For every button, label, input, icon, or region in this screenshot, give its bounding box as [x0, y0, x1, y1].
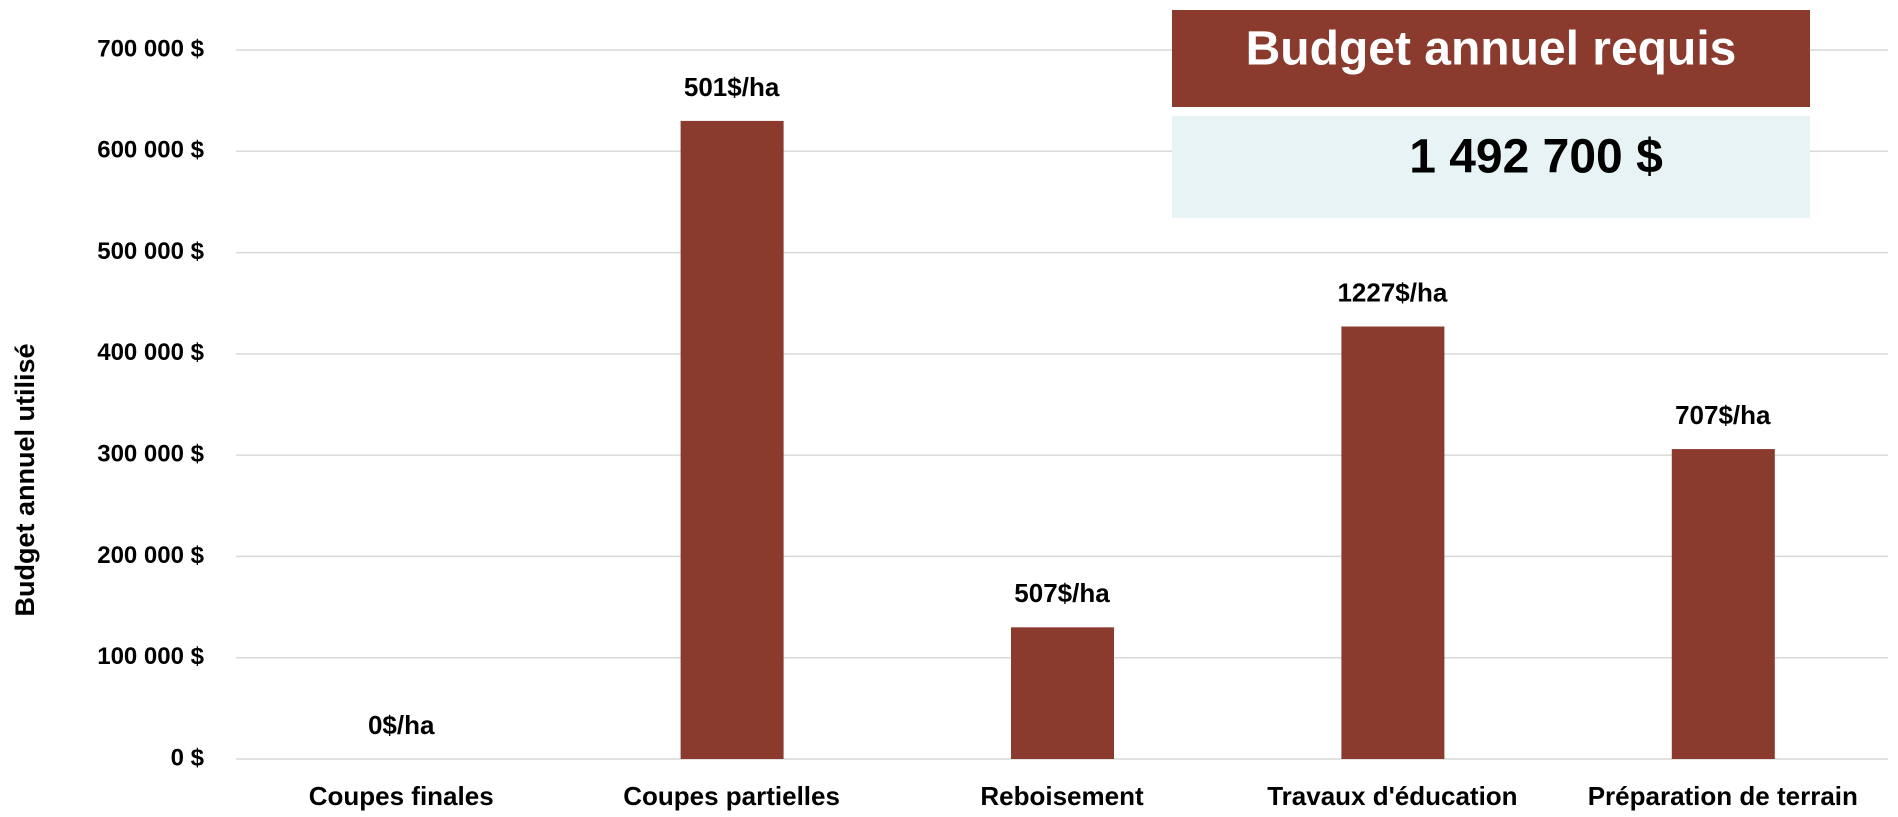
box-header [1172, 10, 1810, 107]
y-tick-label: 500 000 $ [97, 238, 204, 265]
y-tick-label: 700 000 $ [97, 35, 204, 62]
x-tick-label: Coupes finales [309, 781, 494, 811]
y-tick-label: 200 000 $ [97, 542, 204, 569]
y-tick-label: 0 $ [171, 744, 205, 771]
bar [1341, 326, 1445, 759]
box-title: Budget annuel requis [1246, 23, 1737, 76]
x-tick-label: Travaux d'éducation [1267, 781, 1517, 811]
x-tick-label: Préparation de terrain [1588, 781, 1858, 811]
bar [1011, 627, 1114, 759]
box-body [1172, 116, 1810, 218]
y-tick-label: 400 000 $ [97, 339, 204, 366]
y-axis-label: Budget annuel utilisé [10, 343, 40, 616]
bar-label: 507$/ha [1014, 578, 1110, 608]
box-value: 1 492 700 $ [1409, 131, 1663, 184]
bar [1671, 449, 1775, 759]
bar-label: 1227$/ha [1337, 277, 1447, 307]
bar-label: 707$/ha [1675, 400, 1771, 430]
bar-label: 0$/ha [368, 710, 435, 740]
y-tick-label: 300 000 $ [97, 440, 204, 467]
bar-label: 501$/ha [684, 72, 780, 102]
y-tick-label: 600 000 $ [97, 137, 204, 164]
bar [680, 120, 784, 759]
x-tick-label: Coupes partielles [623, 781, 840, 811]
y-tick-label: 100 000 $ [97, 643, 204, 670]
x-tick-label: Reboisement [980, 781, 1144, 811]
